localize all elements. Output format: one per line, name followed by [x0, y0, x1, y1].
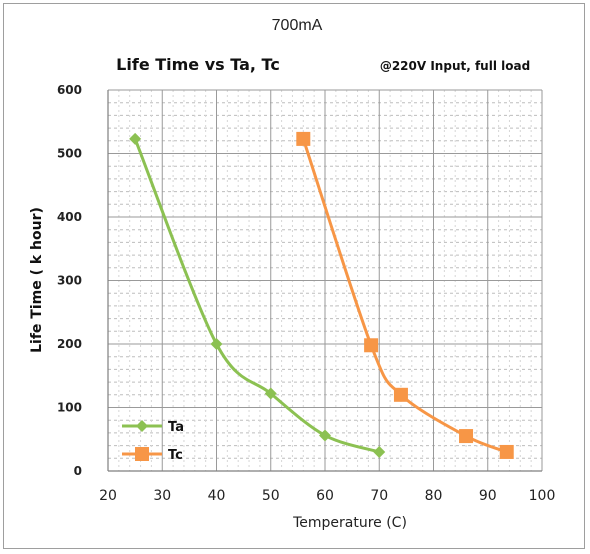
x-axis-label: Temperature (C) — [292, 515, 407, 531]
y-axis-label: Life Time ( k hour) — [29, 207, 45, 353]
y-tick-label: 400 — [57, 210, 82, 224]
chart-title: Life Time vs Ta, Tc — [116, 55, 280, 74]
y-tick-label: 300 — [57, 274, 82, 288]
series-line-tc — [301, 138, 508, 454]
data-point-tc — [393, 387, 408, 402]
y-tick-label: 100 — [57, 401, 82, 415]
x-tick-label: 50 — [262, 488, 280, 504]
data-point-tc — [364, 338, 379, 353]
x-tick-labels: 20 30 40 50 60 70 80 90 100 — [99, 488, 555, 504]
x-tick-label: 70 — [370, 488, 388, 504]
y-tick-label: 0 — [74, 464, 82, 478]
data-point-ta — [319, 429, 331, 442]
legend-label-ta: Ta — [168, 420, 184, 435]
x-tick-label: 80 — [425, 488, 443, 504]
x-tick-label: 20 — [99, 488, 117, 504]
data-point-ta — [264, 387, 277, 400]
x-tick-label: 60 — [316, 488, 334, 504]
y-tick-labels: 0 100 200 300 400 500 600 — [57, 83, 82, 478]
chart-subtitle: @220V Input, full load — [380, 59, 530, 73]
legend-marker-tc — [135, 447, 149, 461]
series-group — [129, 131, 514, 459]
grid — [108, 89, 543, 471]
series-line-ta — [133, 138, 380, 454]
x-tick-label: 100 — [529, 488, 556, 504]
data-point-tc — [459, 429, 474, 444]
y-tick-label: 200 — [57, 337, 82, 351]
series-ta — [129, 132, 386, 458]
x-tick-label: 90 — [479, 488, 497, 504]
data-point-tc — [296, 131, 311, 146]
data-point-ta — [129, 132, 142, 145]
data-point-ta — [210, 338, 223, 350]
legend-label-tc: Tc — [168, 448, 183, 463]
legend-marker-ta — [136, 420, 148, 432]
x-tick-label: 40 — [208, 488, 226, 504]
y-tick-label: 600 — [57, 83, 82, 97]
legend: Ta Tc — [122, 420, 184, 463]
data-point-tc — [499, 444, 514, 459]
series-tc — [296, 131, 514, 459]
data-point-ta — [373, 445, 386, 458]
x-tick-label: 30 — [153, 488, 171, 504]
y-tick-label: 500 — [57, 147, 82, 161]
axes — [107, 90, 542, 472]
chart-header: 700mA — [272, 17, 323, 34]
